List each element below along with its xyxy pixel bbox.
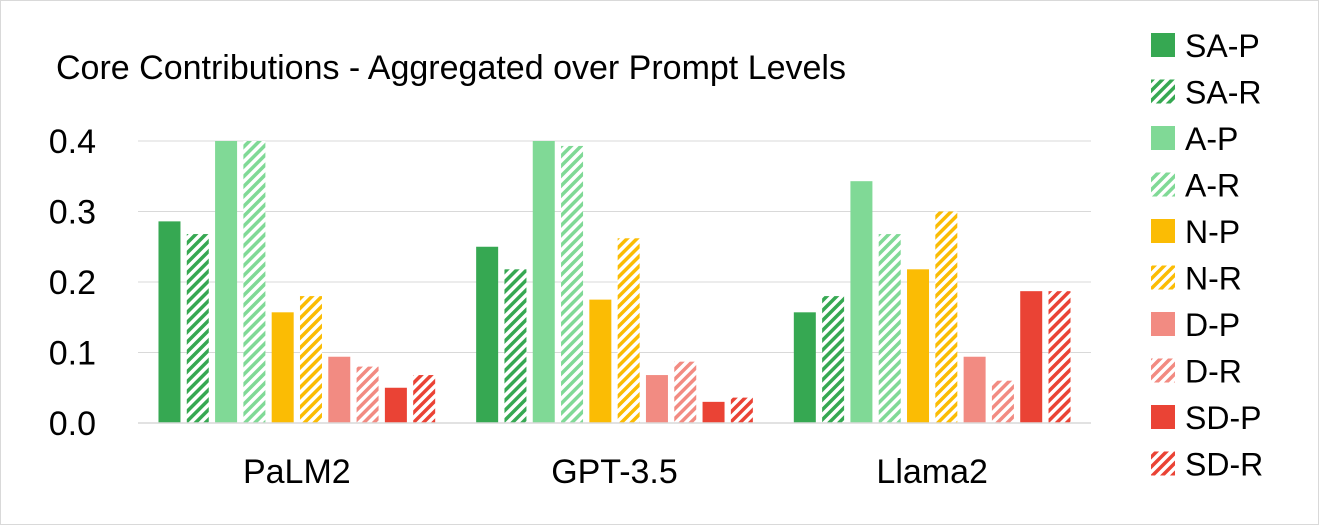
bar-n-p-llama2 <box>907 269 930 423</box>
bar-a-r-gpt-3-5 <box>561 145 584 423</box>
y-axis: 0.0 0.1 0.2 0.3 0.4 <box>49 123 96 443</box>
legend-swatch <box>1151 312 1175 336</box>
legend-label: N-R <box>1185 261 1242 297</box>
bar-d-r-gpt-3-5 <box>674 361 697 423</box>
bar-n-r-llama2 <box>935 211 958 423</box>
bar-sd-r-palm2 <box>413 375 436 423</box>
legend-swatch <box>1151 358 1175 383</box>
legend: SA-P SA-R A-P A-R N-P N-R D-P D-R SD-P SD-R <box>1151 28 1263 483</box>
legend-label: SD-P <box>1185 400 1261 436</box>
y-tick-label: 0.2 <box>49 264 96 302</box>
legend-label: N-P <box>1185 214 1240 250</box>
bar-sd-p-palm2 <box>384 387 407 423</box>
bar-sa-p-palm2 <box>158 221 181 423</box>
bar-sa-p-llama2 <box>793 312 816 423</box>
bar-d-r-llama2 <box>991 380 1014 423</box>
legend-swatch <box>1151 265 1175 290</box>
bar-sd-r-gpt-3-5 <box>730 397 753 423</box>
bar-a-r-palm2 <box>243 141 266 423</box>
x-category-label: PaLM2 <box>243 453 351 491</box>
legend-label: A-R <box>1185 168 1240 204</box>
x-axis: PaLM2 GPT-3.5 Llama2 <box>138 422 1091 491</box>
legend-swatch <box>1151 79 1175 104</box>
bar-a-p-palm2 <box>215 141 238 423</box>
bar-sd-p-gpt-3-5 <box>702 401 725 423</box>
legend-label: SD-R <box>1185 447 1263 483</box>
bar-sd-r-llama2 <box>1048 291 1071 423</box>
legend-swatch <box>1151 126 1175 150</box>
legend-swatch <box>1151 451 1175 476</box>
bar-sa-r-palm2 <box>186 234 209 423</box>
x-category-label: Llama2 <box>876 453 988 491</box>
bar-a-r-llama2 <box>878 234 901 423</box>
bar-n-r-palm2 <box>299 296 322 423</box>
bar-n-r-gpt-3-5 <box>617 238 640 423</box>
bar-sa-r-llama2 <box>822 296 845 423</box>
y-tick-label: 0.0 <box>49 405 96 443</box>
legend-label: SA-P <box>1185 28 1260 64</box>
legend-swatch <box>1151 219 1175 243</box>
bar-n-p-palm2 <box>271 312 294 423</box>
chart-title: Core Contributions - Aggregated over Pro… <box>56 49 846 87</box>
bar-a-p-llama2 <box>850 181 873 423</box>
legend-label: A-P <box>1185 121 1238 157</box>
bars <box>158 141 1071 423</box>
bar-n-p-gpt-3-5 <box>589 299 612 423</box>
bar-sa-p-gpt-3-5 <box>476 246 499 423</box>
legend-swatch <box>1151 33 1175 57</box>
legend-swatch <box>1151 172 1175 197</box>
bar-a-p-gpt-3-5 <box>532 141 555 423</box>
legend-label: SA-R <box>1185 75 1261 111</box>
bar-d-p-llama2 <box>963 356 986 423</box>
y-tick-label: 0.3 <box>49 194 96 232</box>
legend-label: D-P <box>1185 307 1240 343</box>
x-category-label: GPT-3.5 <box>551 453 678 491</box>
bar-sa-r-gpt-3-5 <box>504 269 527 423</box>
legend-label: D-R <box>1185 354 1242 390</box>
y-tick-label: 0.4 <box>49 123 96 161</box>
bar-d-r-palm2 <box>356 366 379 423</box>
bar-d-p-gpt-3-5 <box>645 375 668 423</box>
bar-d-p-palm2 <box>328 356 351 423</box>
y-tick-label: 0.1 <box>49 335 96 373</box>
legend-swatch <box>1151 405 1175 429</box>
bar-sd-p-llama2 <box>1020 291 1043 423</box>
